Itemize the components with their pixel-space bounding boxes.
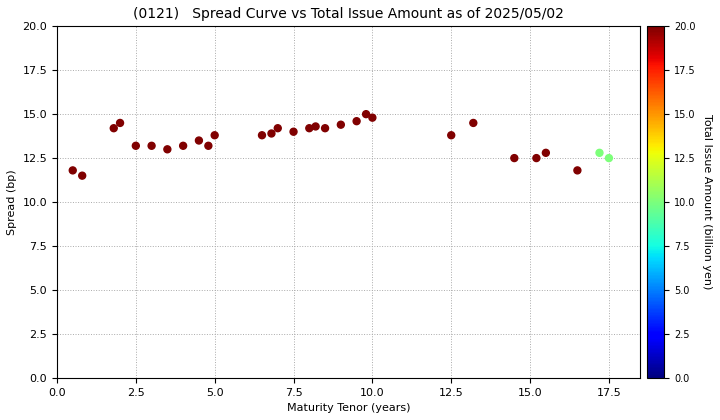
Point bbox=[202, 142, 214, 149]
Point bbox=[114, 120, 126, 126]
Point bbox=[130, 142, 142, 149]
Point bbox=[572, 167, 583, 174]
Point bbox=[446, 132, 457, 139]
Point bbox=[76, 172, 88, 179]
Point bbox=[531, 155, 542, 161]
Point bbox=[603, 155, 615, 161]
Point bbox=[319, 125, 330, 131]
Point bbox=[508, 155, 520, 161]
Point bbox=[146, 142, 158, 149]
Point bbox=[177, 142, 189, 149]
X-axis label: Maturity Tenor (years): Maturity Tenor (years) bbox=[287, 403, 410, 413]
Point bbox=[467, 120, 479, 126]
Point bbox=[108, 125, 120, 131]
Point bbox=[310, 123, 321, 130]
Point bbox=[304, 125, 315, 131]
Point bbox=[193, 137, 204, 144]
Point bbox=[335, 121, 346, 128]
Point bbox=[67, 167, 78, 174]
Point bbox=[266, 130, 277, 137]
Point bbox=[351, 118, 362, 125]
Point bbox=[256, 132, 268, 139]
Point bbox=[272, 125, 284, 131]
Point bbox=[209, 132, 220, 139]
Y-axis label: Spread (bp): Spread (bp) bbox=[7, 169, 17, 235]
Point bbox=[366, 114, 378, 121]
Point bbox=[161, 146, 173, 152]
Point bbox=[360, 111, 372, 118]
Title: (0121)   Spread Curve vs Total Issue Amount as of 2025/05/02: (0121) Spread Curve vs Total Issue Amoun… bbox=[133, 7, 564, 21]
Point bbox=[594, 150, 606, 156]
Y-axis label: Total Issue Amount (billion yen): Total Issue Amount (billion yen) bbox=[702, 114, 712, 290]
Point bbox=[288, 129, 300, 135]
Point bbox=[540, 150, 552, 156]
